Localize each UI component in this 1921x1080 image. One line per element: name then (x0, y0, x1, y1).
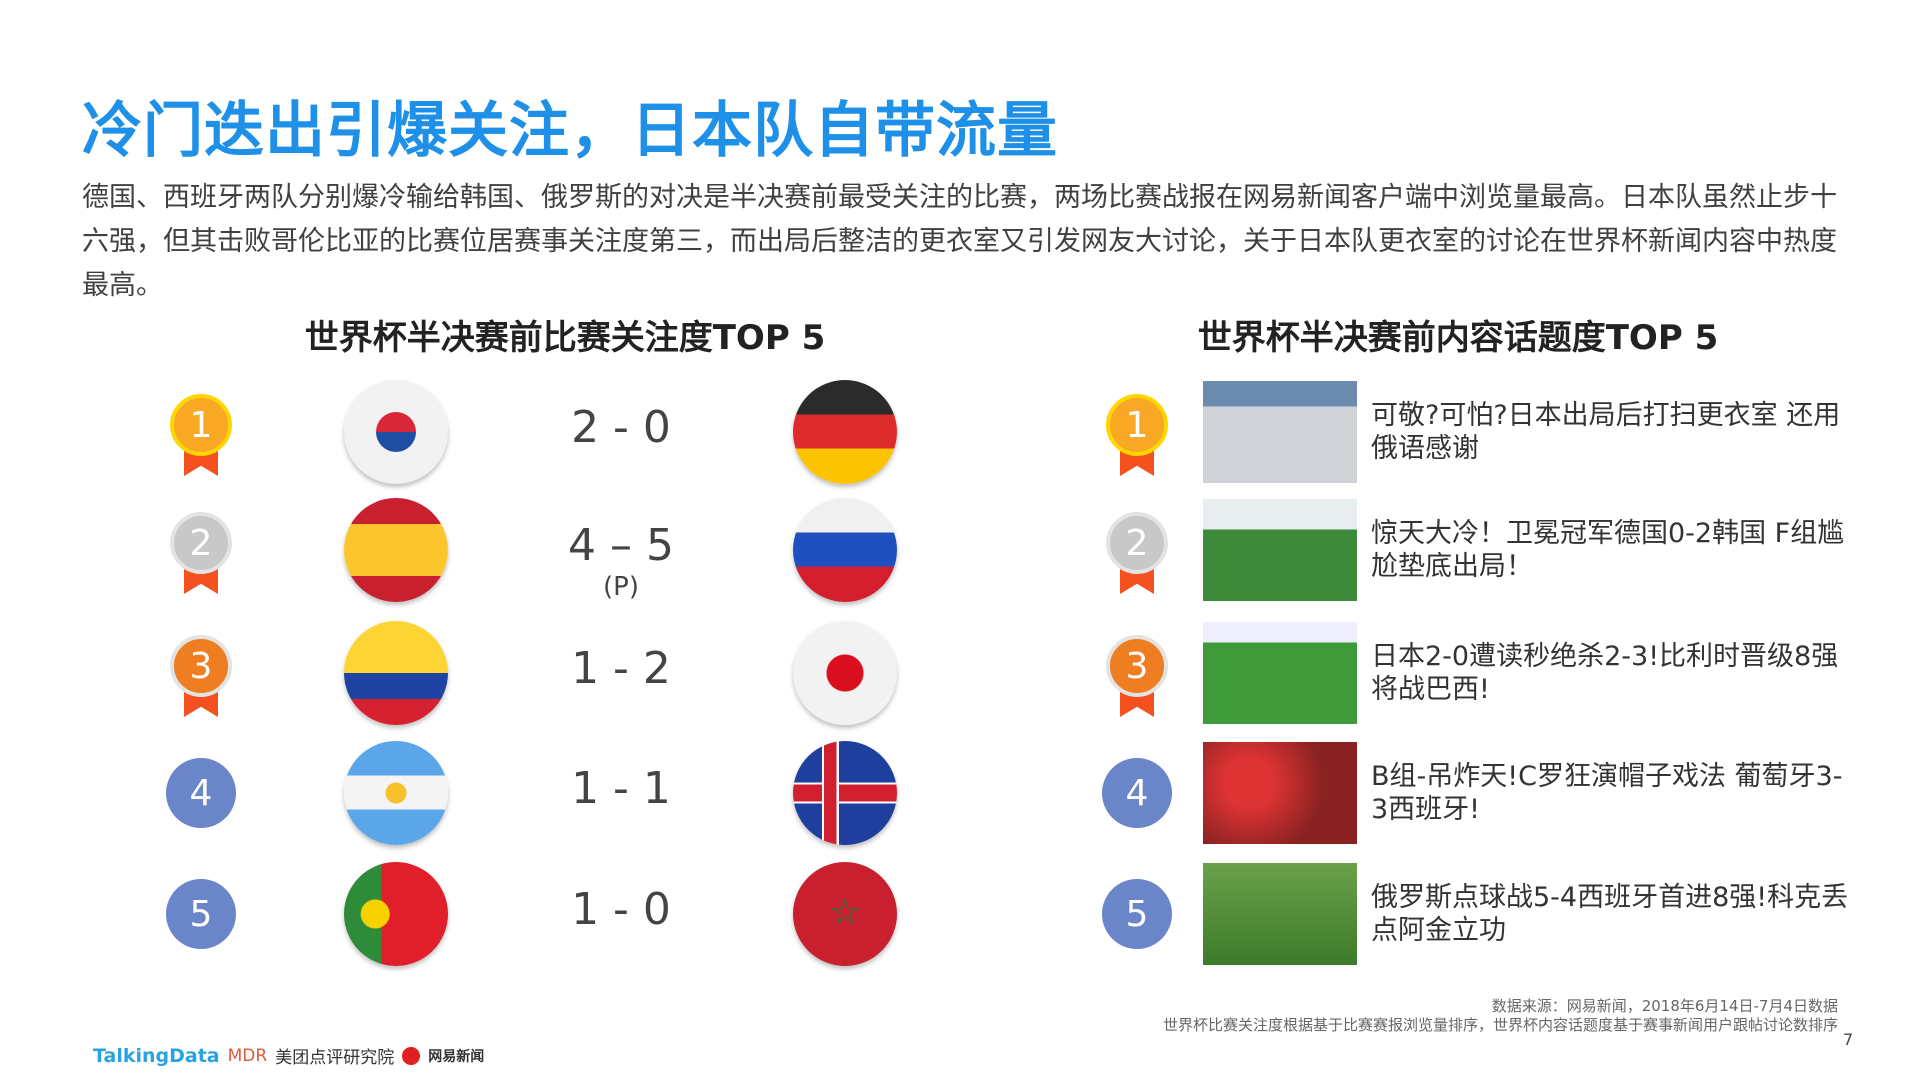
news-headline[interactable]: 惊天大冷！卫冕冠军德国0-2韩国 F组尴尬垫底出局！ (1371, 518, 1845, 582)
rank-badge: 5 (166, 879, 236, 949)
netease-icon (402, 1046, 421, 1065)
right-heading: 世界杯半决赛前内容话题度TOP 5 (1197, 318, 1719, 358)
news-thumbnail[interactable] (1203, 622, 1357, 724)
page-title: 冷门迭出引爆关注，日本队自带流量 (82, 96, 1058, 166)
description: 德国、西班牙两队分别爆冷输给韩国、俄罗斯的对决是半决赛前最受关注的比赛，两场比赛… (82, 182, 1837, 301)
left-heading: 世界杯半决赛前比赛关注度TOP 5 (304, 318, 826, 358)
logos: TalkingData MDR 美团点评研究院 网易新闻 (93, 1043, 485, 1069)
flag-portugal (344, 862, 448, 966)
flag-iceland (793, 741, 897, 845)
news-thumbnail[interactable] (1203, 742, 1357, 844)
medal-icon: 1 (170, 394, 232, 456)
medal-icon: 2 (170, 512, 232, 574)
penalty-note: (P) (603, 572, 639, 602)
news-thumbnail[interactable] (1203, 499, 1357, 601)
match-score: 1 - 0 (571, 884, 671, 935)
meituan-logo: 美团点评研究院 (275, 1048, 395, 1068)
medal-icon: 3 (1106, 635, 1168, 697)
flag-russia (793, 498, 897, 602)
flag-japan (793, 621, 897, 725)
source-note: 数据来源：网易新闻，2018年6月14日-7月4日数据 (1491, 997, 1838, 1015)
mdr-logo: MDR (227, 1045, 268, 1066)
method-note: 世界杯比赛关注度根据基于比赛赛报浏览量排序，世界杯内容话题度基于赛事新闻用户跟帖… (1162, 1016, 1838, 1034)
news-headline[interactable]: 日本2-0遭读秒绝杀2-3!比利时晋级8强将战巴西! (1371, 641, 1839, 705)
talkingdata-logo: TalkingData (93, 1044, 220, 1067)
flag-argentina (344, 741, 448, 845)
match-score: 2 - 0 (571, 402, 671, 453)
flag-spain (344, 498, 448, 602)
flag-korea (344, 380, 448, 484)
news-headline[interactable]: 可敬?可怕?日本出局后打扫更衣室 还用俄语感谢 (1371, 400, 1841, 464)
medal-icon: 2 (1106, 512, 1168, 574)
flag-morocco: ☆ (793, 862, 897, 966)
match-score: 1 - 1 (571, 763, 671, 814)
news-thumbnail[interactable] (1203, 863, 1357, 965)
medal-icon: 3 (170, 635, 232, 697)
news-thumbnail[interactable] (1203, 381, 1357, 483)
medal-icon: 1 (1106, 394, 1168, 456)
rank-badge: 4 (1102, 758, 1172, 828)
flag-colombia (344, 621, 448, 725)
news-headline[interactable]: 俄罗斯点球战5-4西班牙首进8强!科克丢点阿金立功 (1371, 882, 1849, 946)
rank-badge: 4 (166, 758, 236, 828)
news-headline[interactable]: B组-吊炸天!C罗狂演帽子戏法 葡萄牙3-3西班牙! (1371, 761, 1843, 825)
flag-germany (793, 380, 897, 484)
match-score: 4 – 5 (568, 520, 674, 571)
rank-badge: 5 (1102, 879, 1172, 949)
match-score: 1 - 2 (571, 643, 671, 694)
netease-logo: 网易新闻 (428, 1048, 485, 1065)
page-number: 7 (1843, 1030, 1854, 1049)
